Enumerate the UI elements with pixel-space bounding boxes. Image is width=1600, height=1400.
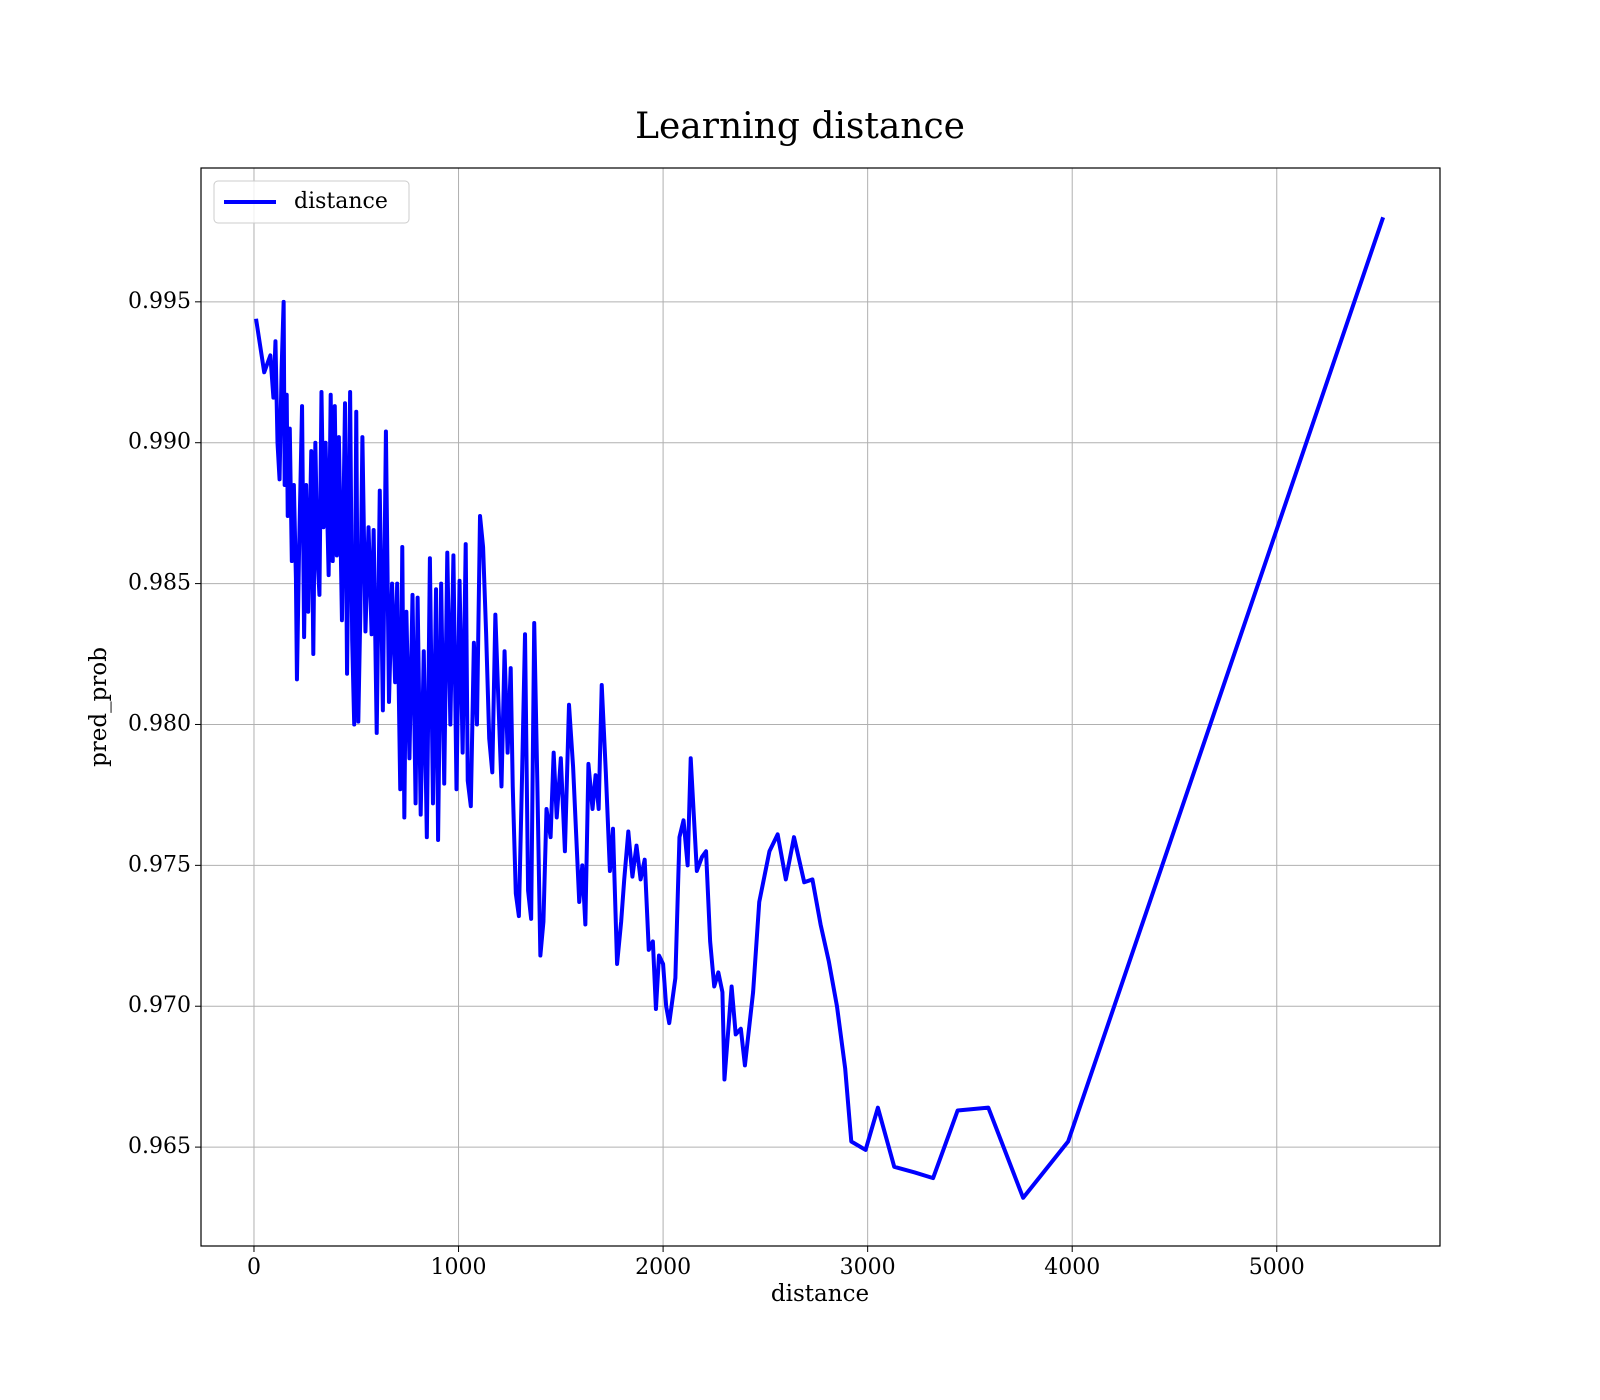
x-tick-label: 4000 bbox=[1044, 1255, 1100, 1280]
y-tick-label: 0.995 bbox=[128, 289, 191, 314]
chart-title: Learning distance bbox=[635, 106, 965, 147]
data-line bbox=[254, 216, 1386, 1200]
y-tick-label: 0.970 bbox=[128, 993, 191, 1018]
x-tick-label: 1000 bbox=[431, 1255, 487, 1280]
y-tick-label: 0.990 bbox=[128, 430, 191, 455]
x-tick-label: 5000 bbox=[1249, 1255, 1305, 1280]
x-tick-label: 3000 bbox=[840, 1255, 896, 1280]
y-tick-label: 0.980 bbox=[128, 711, 191, 736]
plot-frame bbox=[200, 167, 1441, 1247]
y-tick-label: 0.965 bbox=[128, 1134, 191, 1159]
y-tick-label: 0.975 bbox=[128, 852, 191, 877]
x-tick-label: 0 bbox=[247, 1255, 261, 1280]
y-tick-label: 0.985 bbox=[128, 571, 191, 596]
x-tick-label: 2000 bbox=[635, 1255, 691, 1280]
y-axis-label: pred_prob bbox=[86, 647, 112, 767]
legend-label: distance bbox=[294, 189, 388, 214]
x-axis-label: distance bbox=[771, 1281, 869, 1307]
legend-box bbox=[213, 180, 410, 224]
